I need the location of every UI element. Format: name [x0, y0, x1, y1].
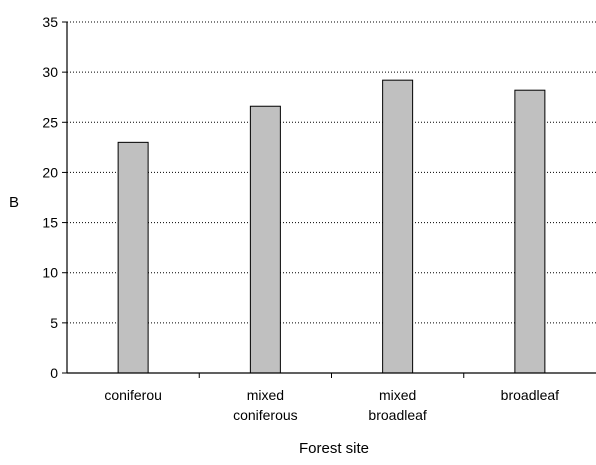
- bar: [117, 141, 149, 374]
- grid-lines: [67, 21, 596, 324]
- y-axis-title: B: [9, 194, 19, 211]
- y-tick-label: 10: [42, 265, 58, 281]
- y-tick-label: 30: [42, 64, 58, 80]
- bars: [117, 79, 546, 374]
- axes: 0 5 10 15 20 25 30 35 coniferou mixed coniferous mi…: [42, 14, 596, 423]
- x-tick-label: broadleaf: [501, 387, 559, 403]
- bar: [382, 79, 414, 374]
- x-tick-label: mixed coniferous: [233, 387, 298, 423]
- bar: [514, 89, 546, 374]
- bar: [249, 105, 281, 374]
- y-tick-label: 25: [42, 114, 58, 130]
- x-axis-title: Forest site: [299, 440, 369, 457]
- y-tick-label: 5: [50, 315, 58, 331]
- x-tick-label: coniferou: [104, 387, 162, 403]
- y-tick-label: 15: [42, 215, 58, 231]
- y-tick-label: 0: [50, 365, 58, 381]
- x-tick-label: mixed broadleaf: [368, 387, 426, 423]
- y-tick-label: 20: [42, 164, 58, 180]
- y-tick-label: 35: [42, 14, 58, 30]
